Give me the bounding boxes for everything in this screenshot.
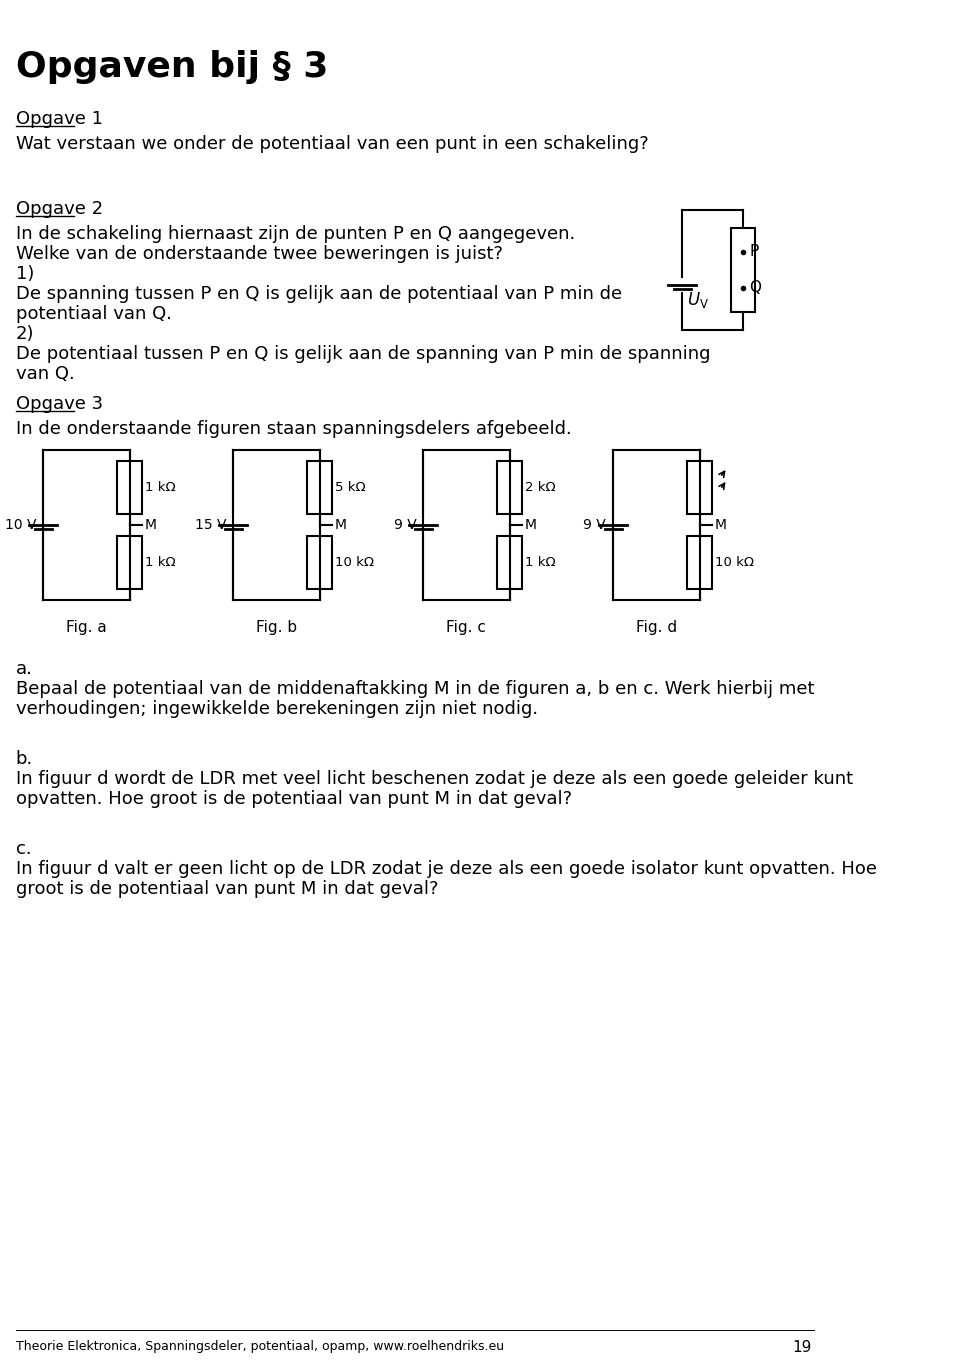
Text: 19: 19 bbox=[792, 1340, 812, 1355]
Text: Opgave 2: Opgave 2 bbox=[15, 199, 103, 219]
Text: groot is de potentiaal van punt M in dat geval?: groot is de potentiaal van punt M in dat… bbox=[15, 880, 438, 897]
Text: In figuur d wordt de LDR met veel licht beschenen zodat je deze als een goede ge: In figuur d wordt de LDR met veel licht … bbox=[15, 770, 852, 788]
Text: In figuur d valt er geen licht op de LDR zodat je deze als een goede isolator ku: In figuur d valt er geen licht op de LDR… bbox=[15, 861, 876, 878]
Text: 1 kΩ: 1 kΩ bbox=[145, 556, 176, 570]
Text: Fig. b: Fig. b bbox=[255, 620, 297, 635]
Text: 1): 1) bbox=[15, 265, 34, 283]
Bar bbox=[117, 462, 142, 514]
Text: van Q.: van Q. bbox=[15, 365, 74, 382]
Bar bbox=[117, 537, 142, 589]
Text: 10 kΩ: 10 kΩ bbox=[715, 556, 754, 570]
Text: 9 V: 9 V bbox=[394, 518, 417, 531]
Text: verhoudingen; ingewikkelde berekeningen zijn niet nodig.: verhoudingen; ingewikkelde berekeningen … bbox=[15, 699, 538, 719]
Text: M: M bbox=[525, 518, 537, 531]
Text: De spanning tussen P en Q is gelijk aan de potentiaal van P min de: De spanning tussen P en Q is gelijk aan … bbox=[15, 285, 622, 303]
Text: M: M bbox=[145, 518, 157, 531]
Text: M: M bbox=[335, 518, 348, 531]
Text: 2): 2) bbox=[15, 325, 34, 343]
Bar bbox=[731, 228, 755, 311]
Bar bbox=[307, 462, 331, 514]
Bar bbox=[497, 537, 521, 589]
Text: 10 kΩ: 10 kΩ bbox=[335, 556, 374, 570]
Text: Welke van de onderstaande twee beweringen is juist?: Welke van de onderstaande twee beweringe… bbox=[15, 245, 502, 264]
Text: potentiaal van Q.: potentiaal van Q. bbox=[15, 305, 172, 322]
Text: 10 V: 10 V bbox=[5, 518, 36, 531]
Text: M: M bbox=[715, 518, 727, 531]
Text: De potentiaal tussen P en Q is gelijk aan de spanning van P min de spanning: De potentiaal tussen P en Q is gelijk aa… bbox=[15, 346, 710, 363]
Bar bbox=[307, 537, 331, 589]
Text: Wat verstaan we onder de potentiaal van een punt in een schakeling?: Wat verstaan we onder de potentiaal van … bbox=[15, 135, 648, 153]
Text: Theorie Elektronica, Spanningsdeler, potentiaal, opamp, www.roelhendriks.eu: Theorie Elektronica, Spanningsdeler, pot… bbox=[15, 1340, 504, 1352]
Text: Opgave 1: Opgave 1 bbox=[15, 111, 103, 128]
Text: 5 kΩ: 5 kΩ bbox=[335, 481, 366, 494]
Text: Q: Q bbox=[750, 280, 761, 295]
Text: 15 V: 15 V bbox=[195, 518, 227, 531]
Text: Fig. d: Fig. d bbox=[636, 620, 677, 635]
Text: Opgave 3: Opgave 3 bbox=[15, 395, 103, 413]
Text: In de schakeling hiernaast zijn de punten P en Q aangegeven.: In de schakeling hiernaast zijn de punte… bbox=[15, 225, 575, 243]
Text: Fig. c: Fig. c bbox=[446, 620, 487, 635]
Text: P: P bbox=[750, 245, 758, 260]
Text: Opgaven bij § 3: Opgaven bij § 3 bbox=[15, 51, 328, 83]
Bar bbox=[687, 462, 711, 514]
Text: 1 kΩ: 1 kΩ bbox=[525, 556, 556, 570]
Text: opvatten. Hoe groot is de potentiaal van punt M in dat geval?: opvatten. Hoe groot is de potentiaal van… bbox=[15, 790, 571, 809]
Text: 1 kΩ: 1 kΩ bbox=[145, 481, 176, 494]
Text: $U_\mathrm{V}$: $U_\mathrm{V}$ bbox=[686, 290, 708, 310]
Text: In de onderstaande figuren staan spanningsdelers afgebeeld.: In de onderstaande figuren staan spannin… bbox=[15, 419, 571, 438]
Bar bbox=[687, 537, 711, 589]
Text: 2 kΩ: 2 kΩ bbox=[525, 481, 556, 494]
Text: 9 V: 9 V bbox=[584, 518, 607, 531]
Text: Fig. a: Fig. a bbox=[66, 620, 107, 635]
Text: b.: b. bbox=[15, 750, 33, 768]
Text: Bepaal de potentiaal van de middenaftakking M in de figuren a, b en c. Werk hier: Bepaal de potentiaal van de middenaftakk… bbox=[15, 680, 814, 698]
Bar bbox=[497, 462, 521, 514]
Text: c.: c. bbox=[15, 840, 31, 858]
Text: a.: a. bbox=[15, 660, 33, 678]
